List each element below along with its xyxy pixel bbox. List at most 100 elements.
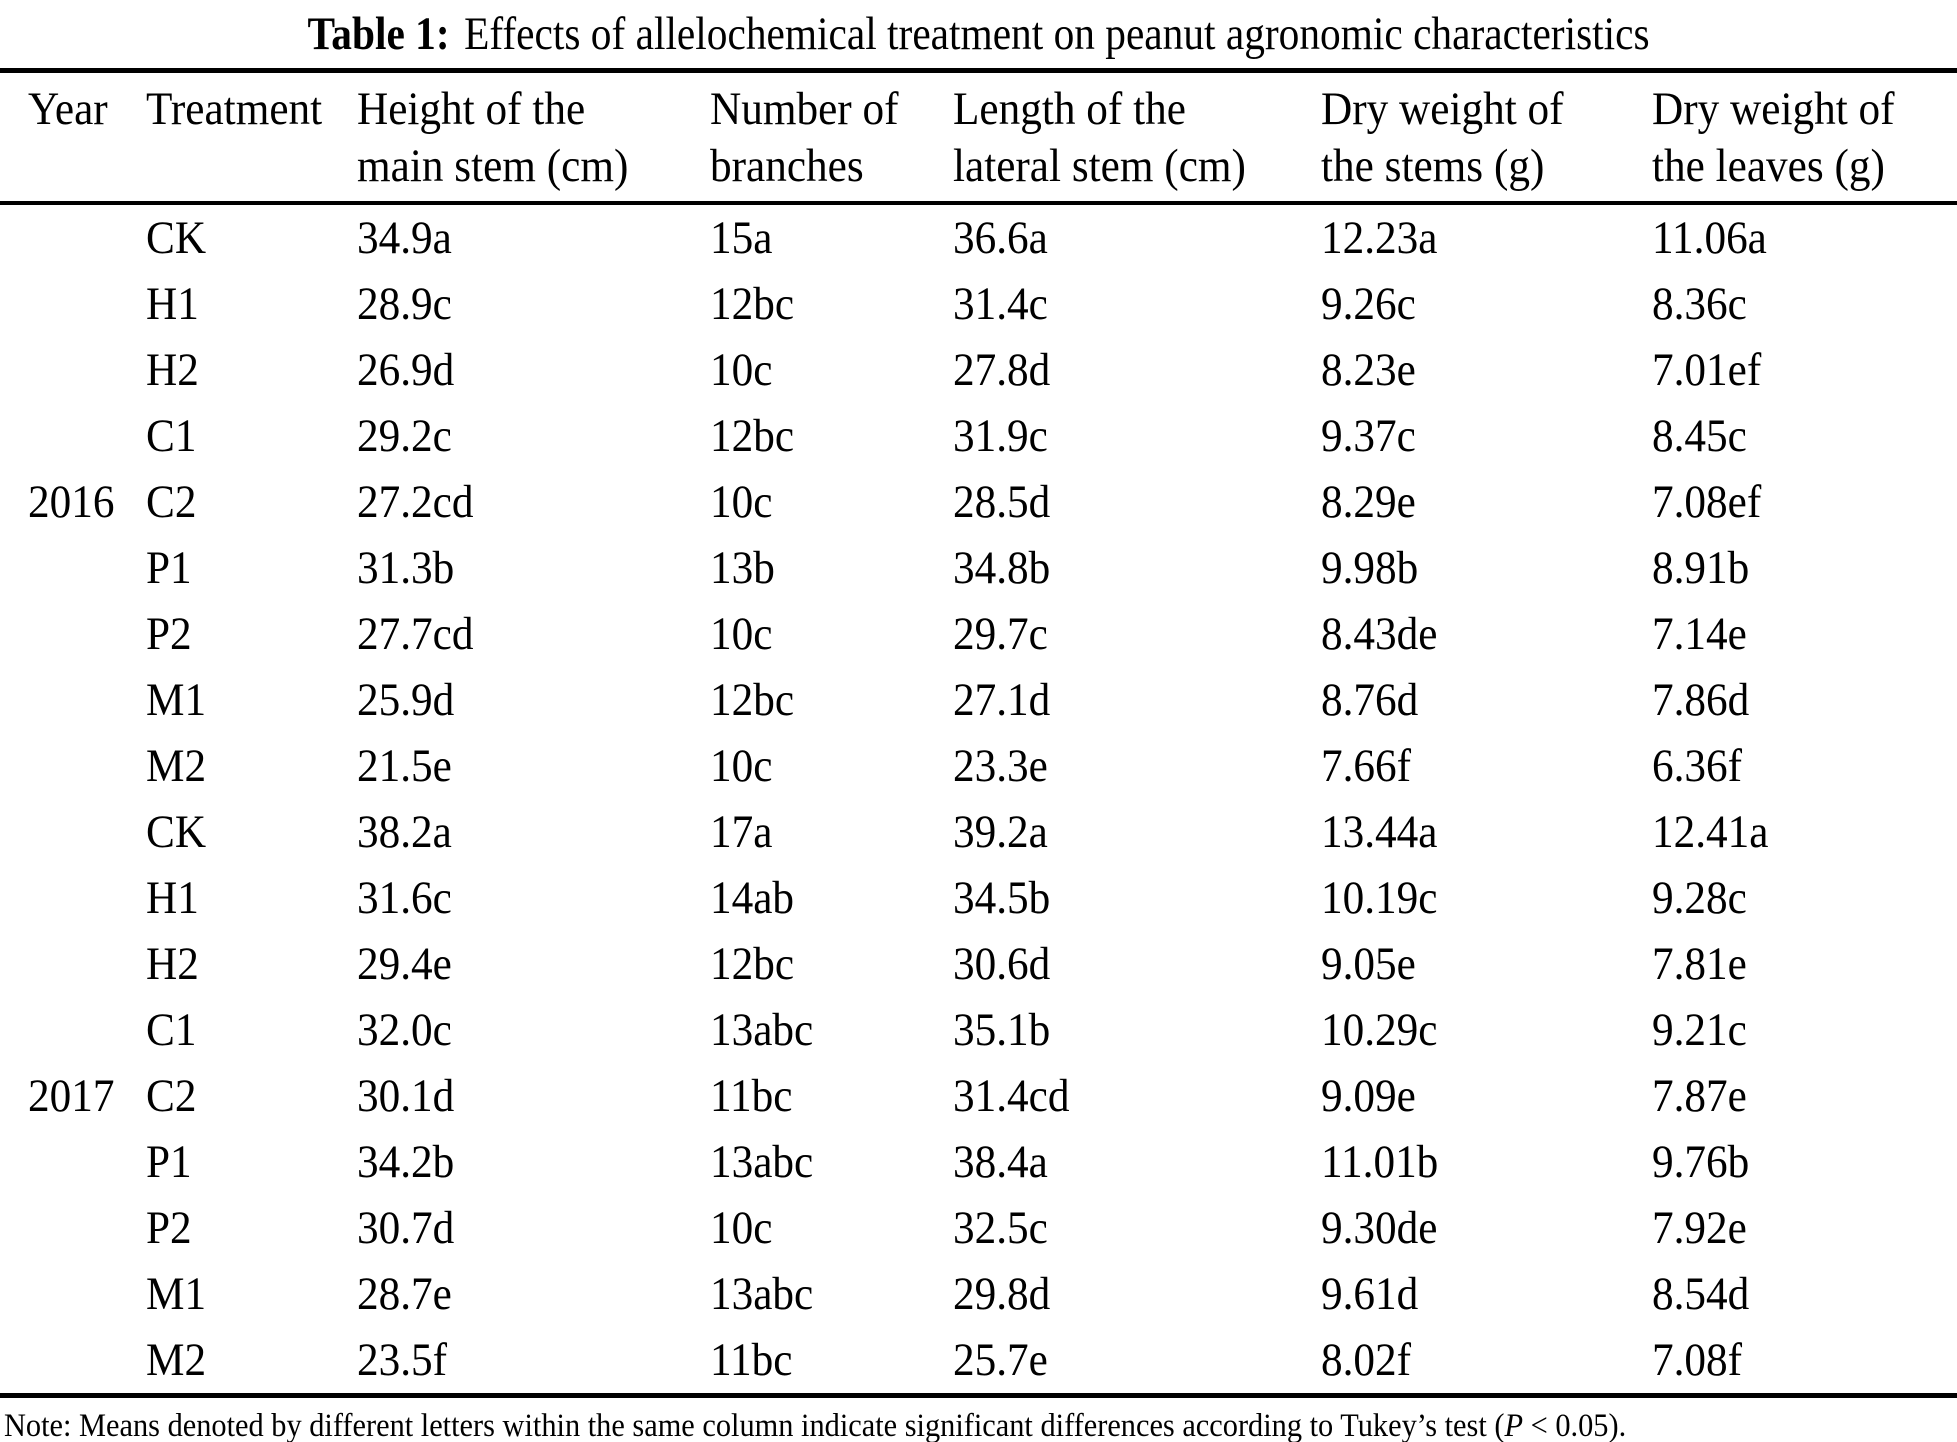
leaf-dry-weight-cell: 7.08ef [1652,476,1762,528]
year-cell [0,601,146,667]
branches-cell: 10c [710,344,773,396]
leaf-dry-weight-cell: 7.01ef [1652,344,1762,396]
main-stem-height-cell: 27.2cd [357,476,474,528]
lateral-stem-length-cell: 29.8d [953,1268,1051,1320]
lateral-stem-length-cell: 25.7e [953,1334,1048,1386]
lateral-stem-length-cell: 27.1d [953,674,1051,726]
table-row: 2016 C2 27.2cd 10c 28.5d 8.29e 7.08ef [0,469,1957,535]
treatment-cell: M1 [146,674,207,726]
lateral-stem-length-cell: 29.7c [953,608,1048,660]
main-stem-height-cell: 30.1d [357,1070,455,1122]
leaf-dry-weight-cell: 8.36c [1652,278,1747,330]
branches-cell: 17a [710,806,773,858]
leaf-dry-weight-cell: 8.54d [1652,1268,1750,1320]
leaf-dry-weight-cell: 7.08f [1652,1334,1743,1386]
main-stem-height-cell: 29.2c [357,410,452,462]
stem-dry-weight-cell: 9.30de [1321,1202,1438,1254]
branches-cell: 13abc [710,1268,814,1320]
branches-cell: 15a [710,212,773,264]
stem-dry-weight-cell: 8.29e [1321,476,1416,528]
main-stem-height-cell: 27.7cd [357,608,474,660]
branches-cell: 12bc [710,278,795,330]
table-title-text: Effects of allelochemical treatment on p… [464,8,1650,60]
column-header-stem-dry-weight: Dry weight of the stems (g) [1321,70,1652,205]
branches-cell: 11bc [710,1334,793,1386]
stem-dry-weight-cell: 8.02f [1321,1334,1412,1386]
table-row: P2 30.7d 10c 32.5c 9.30de 7.92e [0,1195,1957,1261]
table-row: H2 29.4e 12bc 30.6d 9.05e 7.81e [0,931,1957,997]
branches-cell: 14ab [710,872,795,924]
treatment-cell: C2 [146,476,197,528]
leaf-dry-weight-cell: 6.36f [1652,740,1743,792]
stem-dry-weight-cell: 9.09e [1321,1070,1416,1122]
treatment-cell: P2 [146,608,192,660]
stem-dry-weight-cell: 12.23a [1321,212,1438,264]
table-row: CK 38.2a 17a 39.2a 13.44a 12.41a [0,799,1957,865]
year-cell [0,337,146,403]
table-title-label: Table 1: [307,8,450,60]
stem-dry-weight-cell: 13.44a [1321,806,1438,858]
lateral-stem-length-cell: 36.6a [953,212,1048,264]
main-stem-height-cell: 32.0c [357,1004,452,1056]
leaf-dry-weight-cell: 8.45c [1652,410,1747,462]
year-cell: 2016 [28,476,115,528]
year-cell [0,535,146,601]
table-header: Year Treatment Height of the main stem (… [0,70,1957,205]
branches-cell: 11bc [710,1070,793,1122]
year-cell [0,1261,146,1327]
year-cell [0,667,146,733]
column-header-year: Year [0,70,146,205]
leaf-dry-weight-cell: 7.81e [1652,938,1747,990]
lateral-stem-length-cell: 38.4a [953,1136,1048,1188]
leaf-dry-weight-cell: 9.76b [1652,1136,1750,1188]
stem-dry-weight-cell: 8.76d [1321,674,1419,726]
branches-cell: 10c [710,608,773,660]
column-header-main-stem-height: Height of the main stem (cm) [357,70,710,205]
main-stem-height-cell: 25.9d [357,674,455,726]
branches-cell: 13abc [710,1136,814,1188]
main-stem-height-cell: 30.7d [357,1202,455,1254]
main-stem-height-cell: 29.4e [357,938,452,990]
lateral-stem-length-cell: 39.2a [953,806,1048,858]
lateral-stem-length-cell: 31.4c [953,278,1048,330]
lateral-stem-length-cell: 34.5b [953,872,1051,924]
year-cell [0,1195,146,1261]
table-row: CK 34.9a 15a 36.6a 12.23a 11.06a [0,203,1957,271]
table-footnote: Note: Means denoted by different letters… [0,1398,1957,1442]
stem-dry-weight-cell: 11.01b [1321,1136,1439,1188]
stem-dry-weight-cell: 9.98b [1321,542,1419,594]
treatment-cell: H2 [146,344,199,396]
branches-cell: 13b [710,542,775,594]
stem-dry-weight-cell: 9.05e [1321,938,1416,990]
main-stem-height-cell: 28.7e [357,1268,452,1320]
table-row: H1 31.6c 14ab 34.5b 10.19c 9.28c [0,865,1957,931]
table-row: P2 27.7cd 10c 29.7c 8.43de 7.14e [0,601,1957,667]
treatment-cell: P1 [146,1136,192,1188]
treatment-cell: C2 [146,1070,197,1122]
footnote-suffix: < 0.05). [1523,1408,1627,1442]
treatment-cell: CK [146,806,207,858]
main-stem-height-cell: 38.2a [357,806,452,858]
data-table: Year Treatment Height of the main stem (… [0,68,1957,1398]
branches-cell: 12bc [710,410,795,462]
table-body: CK 34.9a 15a 36.6a 12.23a 11.06a H1 28.9c 12bc 31… [0,203,1957,1396]
branches-cell: 10c [710,1202,773,1254]
year-cell [0,1327,146,1396]
treatment-cell: H1 [146,278,199,330]
year-cell [0,865,146,931]
year-cell [0,997,146,1063]
branches-cell: 12bc [710,674,795,726]
stem-dry-weight-cell: 9.61d [1321,1268,1419,1320]
year-cell [0,271,146,337]
lateral-stem-length-cell: 35.1b [953,1004,1051,1056]
stem-dry-weight-cell: 9.37c [1321,410,1416,462]
treatment-cell: C1 [146,410,197,462]
main-stem-height-cell: 26.9d [357,344,455,396]
leaf-dry-weight-cell: 9.28c [1652,872,1747,924]
treatment-cell: M2 [146,740,207,792]
treatment-cell: P1 [146,542,192,594]
leaf-dry-weight-cell: 7.92e [1652,1202,1747,1254]
column-header-lateral-stem-length: Length of the lateral stem (cm) [953,70,1321,205]
lateral-stem-length-cell: 31.9c [953,410,1048,462]
